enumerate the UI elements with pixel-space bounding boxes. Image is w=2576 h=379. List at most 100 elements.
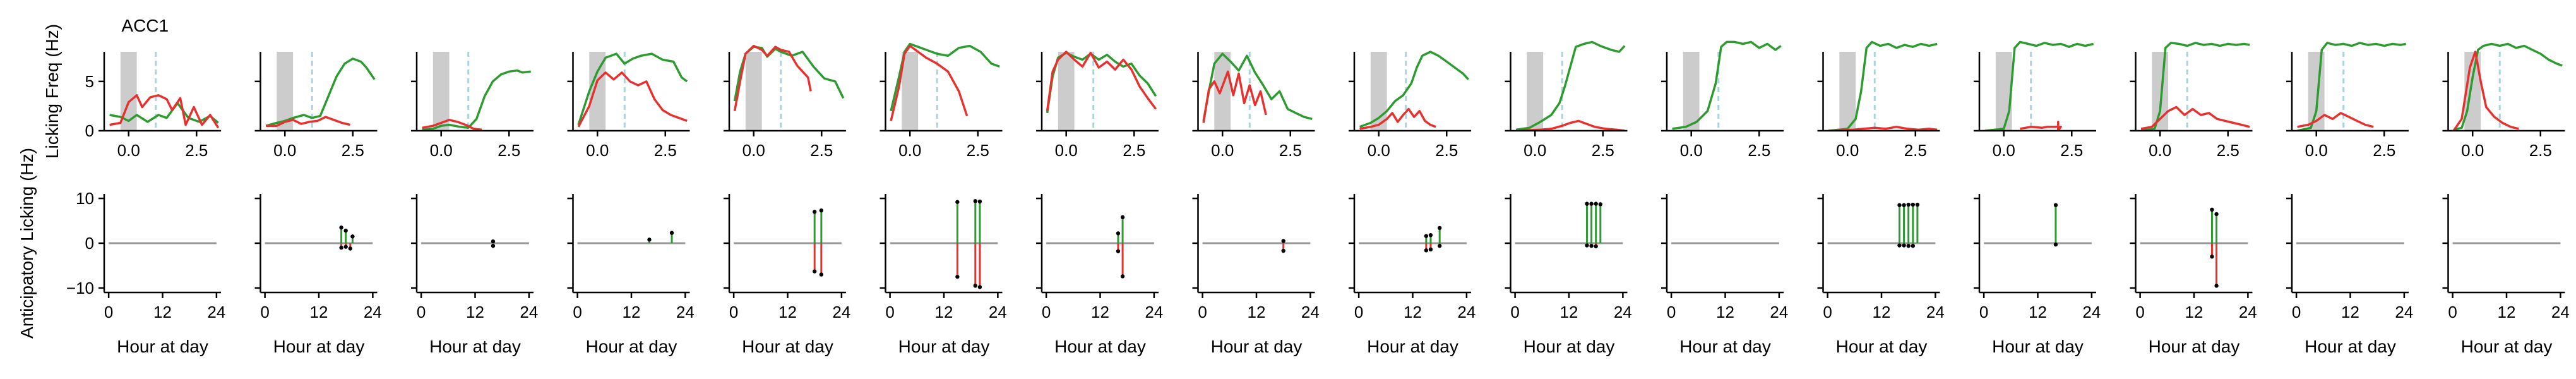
top-plot-13: 0.0 2.5: [1974, 40, 2096, 160]
stem-end-marker: [491, 244, 496, 248]
stem-end-marker: [1585, 243, 1589, 248]
bottom-x-tick-label: 12: [2185, 303, 2203, 322]
red-series-line: [1359, 107, 1436, 130]
series-lines: [733, 44, 845, 112]
top-x-tick-label: 0.0: [586, 141, 609, 160]
green-series-line: [1672, 40, 1782, 130]
bottom-x-tick-label: 12: [1404, 303, 1422, 322]
bottom-x-tick-label: 12: [310, 303, 328, 322]
bottom-plot-10: 0 12 24 Hour at day: [1505, 194, 1632, 356]
stem-end-marker: [2053, 203, 2058, 207]
stem-end-marker: [973, 284, 978, 288]
panel-6: 0.0 2.5 0 12 24 Hour at day: [880, 42, 1007, 356]
top-y-tick-label: 5: [85, 72, 94, 91]
bottom-x-tick-label: 0: [1667, 303, 1676, 322]
top-plot-2: 0.0 2.5: [254, 52, 378, 160]
red-series-line: [890, 44, 969, 121]
stem-end-marker: [2210, 207, 2214, 212]
red-series-line: [109, 94, 220, 129]
stem-end-marker: [1589, 202, 1594, 206]
bottom-plot-4: 0 12 24 Hour at day: [567, 194, 695, 356]
green-series-line: [890, 42, 1000, 112]
series-lines: [422, 69, 531, 131]
stem-end-marker: [339, 245, 343, 250]
bottom-x-tick-label: 24: [2551, 303, 2570, 322]
bottom-x-tick-label: 24: [1145, 303, 1163, 322]
panel-2: 0.0 2.5 0 12 24 Hour at day: [254, 52, 382, 356]
bottom-x-tick-label: 24: [1301, 303, 1320, 322]
top-x-tick-label: 2.5: [1435, 141, 1458, 160]
stimulus-shade: [745, 52, 762, 131]
bottom-x-axis-label: Hour at day: [273, 337, 365, 356]
bottom-x-axis-label: Hour at day: [1992, 337, 2084, 356]
panel-10: 0.0 2.5 0 12 24 Hour at day: [1505, 40, 1632, 356]
bottom-x-tick-label: 12: [466, 303, 484, 322]
stem-end-marker: [1594, 202, 1598, 206]
bottom-x-tick-label: 24: [989, 303, 1007, 322]
bottom-x-axis-label: Hour at day: [2149, 337, 2240, 356]
bottom-x-tick-label: 12: [1873, 303, 1891, 322]
red-series-line: [2452, 51, 2519, 131]
stimulus-shade: [2308, 52, 2325, 131]
stem-end-marker: [977, 199, 982, 204]
top-x-tick-label: 0.0: [898, 141, 921, 160]
bottom-x-tick-label: 0: [104, 303, 113, 322]
bottom-x-tick-label: 0: [1510, 303, 1519, 322]
bottom-x-tick-label: 12: [935, 303, 953, 322]
bottom-plot-9: 0 12 24 Hour at day: [1349, 194, 1476, 356]
bottom-x-tick-label: 24: [1770, 303, 1788, 322]
panel-3: 0.0 2.5 0 12 24 Hour at day: [411, 52, 538, 356]
bottom-x-tick-label: 12: [2029, 303, 2047, 322]
series-lines: [109, 94, 220, 129]
bottom-plot-14: 0 12 24 Hour at day: [2130, 194, 2257, 356]
bottom-y-tick-label: 10: [76, 189, 94, 208]
bottom-x-axis-label: Hour at day: [1367, 337, 1458, 356]
red-series-line: [422, 119, 482, 131]
series-lines: [1515, 40, 1626, 131]
top-x-tick-label: 2.5: [810, 141, 833, 160]
stem-end-marker: [2214, 212, 2219, 217]
bottom-x-tick-label: 0: [2292, 303, 2301, 322]
stimulus-shade: [1214, 52, 1231, 131]
bottom-x-axis-label: Hour at day: [117, 337, 208, 356]
red-series-line: [2140, 105, 2250, 130]
bottom-plot-8: 0 12 24 Hour at day: [1192, 194, 1320, 356]
green-series-line: [1202, 52, 1313, 121]
stimulus-shade: [1683, 52, 1700, 131]
bottom-x-axis-label: Hour at day: [1836, 337, 1928, 356]
bottom-plot-13: 0 12 24 Hour at day: [1974, 194, 2101, 356]
stem-end-marker: [812, 210, 817, 214]
stem-end-marker: [1116, 231, 1121, 236]
bottom-y-tick-label: −10: [66, 279, 94, 298]
stimulus-shade: [1995, 52, 2012, 131]
bottom-x-tick-label: 12: [1560, 303, 1578, 322]
top-x-tick-label: 2.5: [1904, 141, 1927, 160]
stem-end-marker: [1906, 202, 1911, 207]
bottom-x-tick-label: 0: [1198, 303, 1207, 322]
top-plot-7: 0.0 2.5: [1036, 51, 1159, 160]
stem-end-marker: [977, 285, 982, 289]
stem-end-marker: [1116, 249, 1121, 253]
stem-end-marker: [1598, 202, 1603, 207]
top-plot-4: 0.0 2.5: [567, 52, 690, 160]
stem-end-marker: [819, 208, 824, 213]
stem-end-marker: [647, 238, 652, 242]
top-x-tick-label: 0.0: [1055, 141, 1078, 160]
green-series-line: [1984, 40, 2094, 131]
top-x-tick-label: 2.5: [342, 141, 364, 160]
top-plot-16: 0.0 2.5: [2442, 42, 2565, 160]
bottom-plot-15: 0 12 24 Hour at day: [2286, 194, 2413, 356]
bottom-x-tick-label: 24: [2082, 303, 2101, 322]
bottom-x-tick-label: 12: [153, 303, 172, 322]
panel-9: 0.0 2.5 0 12 24 Hour at day: [1349, 51, 1476, 356]
bottom-x-axis-label: Hour at day: [1211, 337, 1303, 356]
bottom-x-tick-label: 0: [729, 303, 738, 322]
stem-end-marker: [1902, 203, 1906, 207]
top-x-tick-label: 0.0: [273, 141, 296, 160]
bottom-x-axis-label: Hour at day: [2461, 337, 2553, 356]
top-plot-9: 0.0 2.5: [1349, 51, 1471, 160]
stem-end-marker: [348, 246, 353, 251]
top-y-axis-label: Licking Freq (Hz): [42, 24, 62, 159]
panel-14: 0.0 2.5 0 12 24 Hour at day: [2130, 42, 2257, 356]
stem-end-marker: [350, 234, 355, 239]
